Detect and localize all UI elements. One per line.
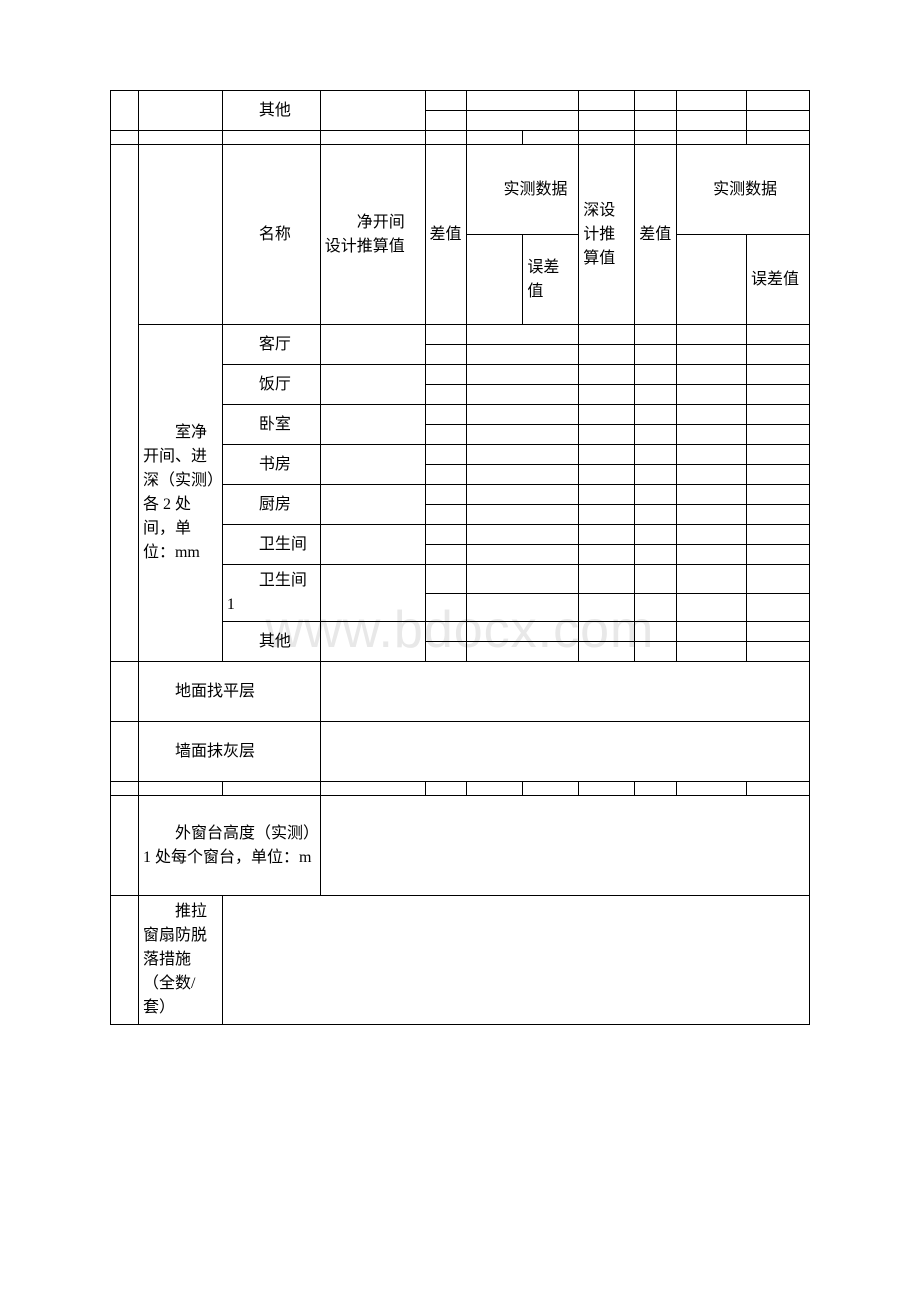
room-label: 书房 [222,445,320,485]
floor-leveling-label: 地面找平层 [138,662,320,722]
col-measured-header2: 实测数据 [677,145,810,235]
table-row: 墙面抹灰层 [111,722,810,782]
room-label: 客厅 [222,325,320,365]
col-depth-design: 深设计推算值 [579,145,635,325]
room-label: 卫生间 [222,525,320,565]
col-diff1: 差值 [425,145,467,325]
col-measured-header: 实测数据 [467,145,579,235]
table-header-row: 名称 净开间设计推算值 差值 实测数据 深设计推算值 差值 实测数据 [111,145,810,235]
wall-plaster-label: 墙面抹灰层 [138,722,320,782]
table-row: 地面找平层 [111,662,810,722]
col-error2: 误差值 [747,235,810,325]
col-width-design: 净开间设计推算值 [320,145,425,325]
separator-row [111,782,810,796]
room-label: 卧室 [222,405,320,445]
table-row: 室净开间、进深（实测）各 2 处间，单位：mm 客厅 [111,325,810,345]
col-diff2: 差值 [635,145,677,325]
table-row: 其他 [111,91,810,111]
col-error1: 误差值 [523,235,579,325]
room-label: 卫生间 1 [222,565,320,622]
inspection-table: 其他 名称 净开间设计推算值 差值 实测数据 深设计推算值 差值 实测数据 误差… [110,90,810,1025]
table-row: 外窗台高度（实测）1 处每个窗台，单位：m [111,796,810,896]
windowsill-label: 外窗台高度（实测）1 处每个窗台，单位：m [138,796,320,896]
separator-row [111,131,810,145]
room-label: 其他 [222,91,320,131]
table-row: 推拉窗扇防脱落措施（全数/套） [111,896,810,1025]
room-label: 厨房 [222,485,320,525]
sliding-window-label: 推拉窗扇防脱落措施（全数/套） [138,896,222,1025]
room-label: 其他 [222,622,320,662]
room-label: 饭厅 [222,365,320,405]
col-name: 名称 [222,145,320,325]
room-section-label: 室净开间、进深（实测）各 2 处间，单位：mm [138,325,222,662]
